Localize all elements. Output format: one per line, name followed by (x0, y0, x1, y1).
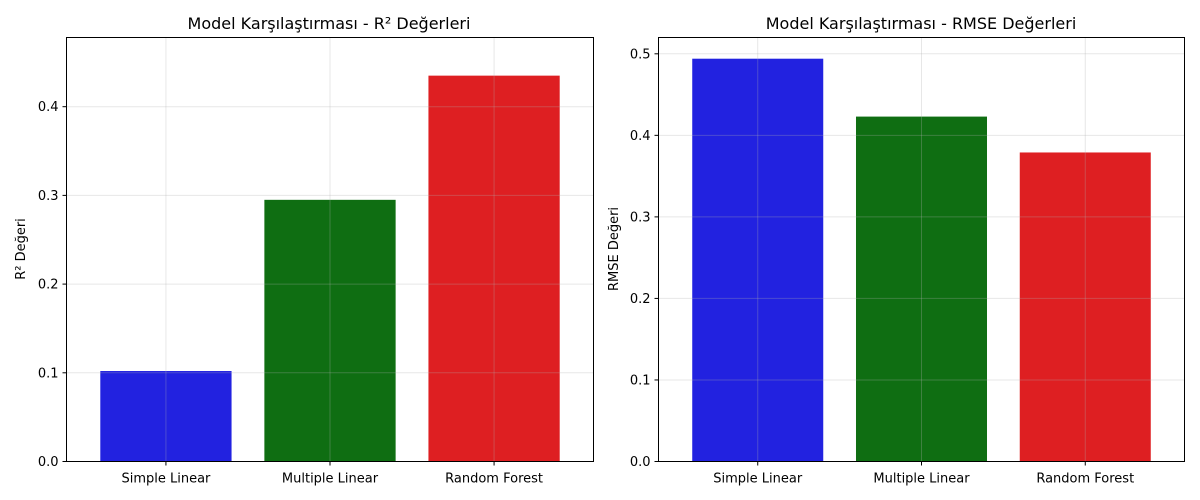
rmse-bar-multiple-linear (855, 116, 988, 462)
r2-xtick-label-multiple-linear: Multiple Linear (282, 472, 379, 487)
rmse-ytick-label-0: 0.0 (630, 455, 651, 470)
r2-chart: Model Karşılaştırması - R² Değerleri R² … (14, 14, 594, 487)
rmse-chart-title: Model Karşılaştırması - RMSE Değerleri (766, 14, 1077, 33)
r2-bars (100, 75, 560, 462)
rmse-bar-random-forest (1019, 152, 1151, 462)
r2-bar-simple-linear (100, 371, 232, 462)
r2-ticks: 0.0 0.1 0.2 0.3 0.4 Simple Linear Multiple Lin… (38, 100, 543, 486)
rmse-bar-simple-linear (692, 58, 824, 462)
r2-ytick-label-0: 0.0 (38, 455, 59, 470)
r2-ytick-label-3: 0.3 (38, 189, 59, 204)
r2-bar-multiple-linear (264, 199, 396, 462)
rmse-ytick-label-5: 0.5 (630, 47, 651, 62)
r2-ytick-label-2: 0.2 (38, 278, 59, 293)
rmse-y-axis-label: RMSE Değeri (607, 207, 622, 291)
r2-y-axis-label: R² Değeri (14, 218, 29, 280)
rmse-xtick-label-random-forest: Random Forest (1036, 472, 1134, 487)
rmse-ytick-label-2: 0.2 (630, 292, 651, 307)
rmse-bars (692, 58, 1151, 462)
r2-chart-title: Model Karşılaştırması - R² Değerleri (188, 14, 471, 33)
r2-bar-random-forest (428, 75, 560, 462)
rmse-ytick-label-3: 0.3 (630, 210, 651, 225)
r2-xtick-label-simple-linear: Simple Linear (121, 472, 211, 487)
r2-grid (66, 37, 594, 462)
r2-ytick-label-4: 0.4 (38, 100, 59, 115)
r2-xtick-label-random-forest: Random Forest (445, 472, 543, 487)
rmse-chart: Model Karşılaştırması - RMSE Değerleri R… (607, 14, 1185, 487)
rmse-xtick-label-simple-linear: Simple Linear (713, 472, 803, 487)
rmse-ticks: 0.0 0.1 0.2 0.3 0.4 0.5 Simple Linear Multiple … (630, 47, 1134, 486)
rmse-plot-frame (658, 37, 1185, 462)
rmse-xtick-label-multiple-linear: Multiple Linear (873, 472, 970, 487)
rmse-ytick-label-4: 0.4 (630, 129, 651, 144)
rmse-ytick-label-1: 0.1 (630, 373, 651, 388)
r2-plot-frame (66, 37, 594, 462)
r2-ytick-label-1: 0.1 (38, 366, 59, 381)
rmse-grid (658, 37, 1185, 462)
